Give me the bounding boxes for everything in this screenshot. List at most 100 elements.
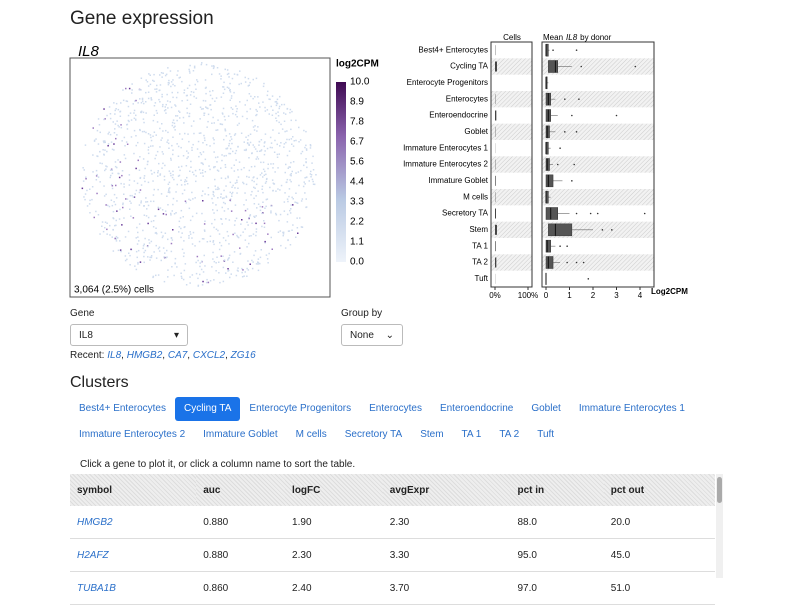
- cell-dot: [287, 214, 289, 216]
- recent-gene[interactable]: CXCL2: [193, 350, 225, 361]
- cell-dot: [250, 108, 252, 110]
- gene-link[interactable]: TUBA1B: [77, 583, 116, 594]
- cell-dot: [128, 115, 130, 117]
- cell-dot: [197, 148, 199, 150]
- cell-dot: [279, 145, 281, 147]
- cell-dot: [165, 257, 167, 259]
- column-header[interactable]: symbol: [70, 474, 196, 506]
- cluster-tab[interactable]: Cycling TA: [175, 397, 240, 421]
- column-header[interactable]: logFC: [285, 474, 383, 506]
- cluster-tab[interactable]: Enterocytes: [360, 397, 431, 421]
- cell-dot: [124, 154, 126, 156]
- cell-dot: [137, 262, 139, 264]
- cell-dot: [150, 170, 152, 172]
- recent-gene[interactable]: IL8: [107, 350, 121, 361]
- cell-dot: [219, 249, 221, 251]
- cell-dot: [124, 137, 126, 139]
- recent-gene[interactable]: HMGB2: [127, 350, 163, 361]
- colorbar-tick-label: 3.3: [350, 197, 364, 208]
- cell-dot: [110, 177, 112, 179]
- cluster-tab[interactable]: TA 1: [453, 423, 491, 447]
- category-label: M cells: [463, 192, 488, 201]
- cluster-tab[interactable]: Immature Enterocytes 1: [570, 397, 694, 421]
- cell-dot: [144, 244, 146, 246]
- cell-dot: [120, 124, 122, 126]
- cluster-tab[interactable]: Secretory TA: [336, 423, 411, 447]
- cluster-tab[interactable]: Stem: [411, 423, 452, 447]
- cell-dot: [265, 206, 267, 208]
- cell-dot: [256, 130, 258, 132]
- cell-dot: [142, 100, 144, 102]
- cell-dot: [129, 264, 131, 266]
- cell-dot: [193, 120, 195, 122]
- cell-dot: [264, 171, 266, 173]
- cell-dot: [165, 106, 167, 108]
- cell-dot: [268, 98, 270, 100]
- cell-dot: [212, 252, 214, 254]
- cell-dot: [184, 181, 186, 183]
- gene-link[interactable]: HMGB2: [77, 517, 113, 528]
- gene-select[interactable]: IL8▾: [70, 324, 188, 346]
- cell-dot: [215, 185, 217, 187]
- cell-dot: [170, 101, 172, 103]
- cell-dot: [175, 115, 177, 117]
- column-header[interactable]: pct out: [604, 474, 715, 506]
- cell-dot: [300, 153, 302, 155]
- scrollbar[interactable]: [716, 474, 723, 578]
- cell-dot: [121, 140, 123, 142]
- cluster-tab[interactable]: Goblet: [522, 397, 569, 421]
- group-select[interactable]: None⌄: [341, 324, 403, 346]
- cell-dot: [137, 142, 139, 144]
- cell-dot: [242, 269, 244, 271]
- column-header[interactable]: avgExpr: [383, 474, 511, 506]
- cell-dot: [235, 159, 237, 161]
- cell-dot: [281, 104, 283, 106]
- cell-dot: [161, 260, 163, 262]
- cluster-tab[interactable]: Best4+ Enterocytes: [70, 397, 175, 421]
- cluster-tab[interactable]: Tuft: [528, 423, 563, 447]
- cell-dot: [189, 113, 191, 115]
- cell-dot: [204, 140, 206, 142]
- cell-dot: [133, 112, 135, 114]
- cell-dot: [117, 125, 119, 127]
- cell-dot: [224, 116, 226, 118]
- recent-gene[interactable]: ZG16: [231, 350, 256, 361]
- cell-dot: [184, 133, 186, 135]
- cell-dot: [249, 93, 251, 95]
- cell-dot: [170, 86, 172, 88]
- scroll-thumb[interactable]: [717, 477, 722, 503]
- cell-dot: [222, 113, 224, 115]
- cell-dot: [172, 210, 174, 212]
- cluster-tab[interactable]: Enteroendocrine: [431, 397, 522, 421]
- cell-dot: [250, 194, 252, 196]
- cell-dot: [290, 212, 292, 214]
- cell-dot: [156, 91, 158, 93]
- cell-dot: [110, 118, 112, 120]
- cell-dot: [116, 134, 118, 136]
- cluster-tab[interactable]: Immature Goblet: [194, 423, 286, 447]
- gene-link[interactable]: H2AFZ: [77, 550, 109, 561]
- cell-dot: [242, 276, 244, 278]
- cell-dot: [205, 159, 207, 161]
- cell-dot: [245, 77, 247, 79]
- cluster-tab[interactable]: TA 2: [490, 423, 528, 447]
- cell-dot: [226, 135, 228, 137]
- cell-dot: [228, 115, 230, 117]
- cell-dot: [289, 210, 291, 212]
- cell-dot: [228, 270, 230, 272]
- cluster-tab[interactable]: Immature Enterocytes 2: [70, 423, 194, 447]
- cell-dot: [300, 170, 302, 172]
- cell-dot: [166, 94, 168, 96]
- cluster-tab[interactable]: Enterocyte Progenitors: [240, 397, 360, 421]
- cell-dot: [223, 190, 225, 192]
- cell-dot: [257, 156, 259, 158]
- cluster-tab[interactable]: M cells: [287, 423, 336, 447]
- cell-dot: [219, 242, 221, 244]
- cell-dot: [222, 256, 224, 258]
- recent-gene[interactable]: CA7: [168, 350, 187, 361]
- cell-dot: [251, 152, 253, 154]
- column-header[interactable]: pct in: [510, 474, 603, 506]
- column-header[interactable]: auc: [196, 474, 285, 506]
- cell-dot: [127, 144, 128, 146]
- cell-dot: [127, 198, 129, 200]
